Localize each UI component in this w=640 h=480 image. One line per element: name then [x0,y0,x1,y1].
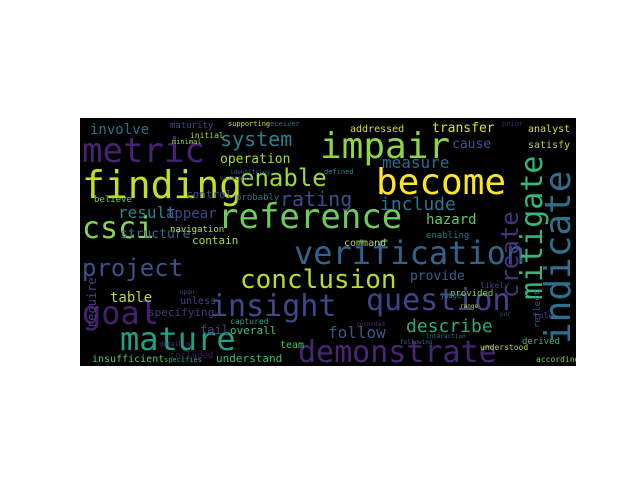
word-follow: follow [328,323,386,342]
word-require: require [85,277,99,328]
word-believe: believe [94,195,132,205]
word-role: role [534,311,553,320]
word-create: create [496,211,524,298]
word-system: system [220,127,292,151]
word-recorded: recorded [356,321,385,328]
word-command: command [344,238,386,249]
word-enable: enable [240,164,327,192]
word-verification: verification [294,234,525,272]
word-initial: initial [190,131,224,140]
word-cloud-background [80,118,576,366]
word-csci: csci [82,211,154,246]
word-pdr: pdr [500,311,511,318]
word-fail: fail [200,323,229,337]
word-defined: defined [324,168,354,176]
word-interaction: interaction [426,333,466,340]
word-include: include [380,194,456,215]
word-supporting: supporting [228,120,270,128]
word-control: control [186,188,232,201]
word-included: included [170,351,213,361]
word-project: project [82,254,183,282]
word-understood: understood [480,343,528,352]
word-addressed: addressed [350,124,404,135]
word-cause: cause [452,137,491,152]
word-rating: rating [280,187,352,211]
word-insight: insight [210,289,336,324]
word-involve: involve [90,122,149,138]
word-transfer: transfer [432,121,495,136]
word-upon: upon [180,289,195,296]
word-insufficient: insufficient [92,354,164,365]
word-specifying: specifying [148,306,214,319]
word-detailing: detailing [160,341,193,348]
word-measure: measure [382,153,449,172]
word-mitigate: mitigate [515,156,550,301]
word-operation: operation [220,152,290,167]
word-provided: provided [450,289,493,299]
word-receiver: receiver [266,120,300,128]
word-likely: likely [480,281,509,290]
word-mature: mature [120,320,236,358]
word-finding: finding [82,163,242,207]
word-probably: probably [236,193,280,203]
word-team: team [280,340,304,351]
word-identifying: identifying [230,169,270,176]
word-following: following [400,339,433,346]
word-overall: overall [230,324,276,337]
word-contain: contain [192,234,238,247]
word-unless: unless [180,296,216,307]
word-conclusion: conclusion [240,265,397,295]
word-reference: reference [218,197,402,237]
word-analyst: analyst [528,124,570,135]
word-metric: metric [82,131,205,171]
word-structure: structure [120,227,191,242]
word-question: question [366,283,511,318]
word-understand: understand [216,352,282,365]
word-maturity: maturity [170,121,214,131]
word-satisfy: satisfy [528,140,570,151]
word-become: become [376,162,506,203]
word-navigation: navigation [170,225,224,235]
word-indicate: indicate [538,171,576,344]
word-captured: captured [230,317,269,326]
word-prior: prior [502,120,523,128]
word-range: range [460,303,478,310]
word-reflect: reflect [533,290,543,328]
word-result: result [118,203,176,222]
word-minimal: minimal [172,138,202,146]
word-judge: judge [440,292,461,300]
word-impair: impair [320,126,450,167]
word-hazard: hazard [426,212,477,228]
word-cloud: finding become impair metric reference verifi… [80,118,576,366]
word-table: table [110,290,152,306]
word-enabling: enabling [426,231,469,241]
word-derived: derived [522,337,560,347]
word-specifies: specifies [164,356,202,364]
word-appear: appear [166,206,217,222]
word-goal: goal [82,294,159,332]
word-existence: existence [220,175,253,182]
word-according: according [536,355,576,364]
word-describe: describe [406,316,493,337]
word-demonstrate: demonstrate [298,335,497,366]
word-provide: provide [410,269,465,284]
